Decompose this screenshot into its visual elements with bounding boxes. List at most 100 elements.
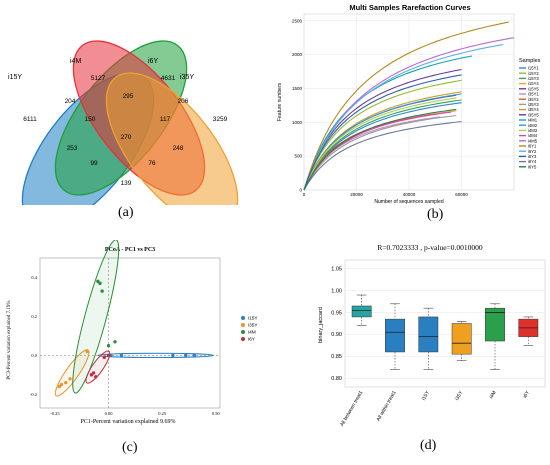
boxplot-xtick: All within treat1 <box>376 390 398 423</box>
boxplot-chart: R=0.7023333 , p-value=0.0010000 0.80 0.85… <box>318 243 546 428</box>
rarefaction-ytick: 2000 <box>292 52 303 57</box>
boxplot-ytick: 0.90 <box>331 332 342 338</box>
rarefaction-curve-i4M3 <box>303 97 457 191</box>
legend-swatch <box>241 323 245 327</box>
legend-entry: i6Y2 <box>528 149 537 154</box>
pcoa-point-i35Y <box>64 380 68 385</box>
venn-region-value: 5127 <box>91 75 106 82</box>
legend-entry: i35Y <box>248 323 258 329</box>
legend-swatch <box>241 337 245 341</box>
pcoa-title: PCoA - PC1 vs PC3 <box>105 247 155 253</box>
pcoa-point-i35Y <box>57 384 61 389</box>
legend-entry: i6Y3 <box>528 154 537 159</box>
venn-region-value: 76 <box>148 160 156 167</box>
rarefaction-xtick: 60000 <box>455 192 468 197</box>
venn-region-value: 204 <box>65 98 76 105</box>
legend-entry: i4M3 <box>528 128 538 133</box>
rarefaction-chart: Multi Samples Rarefaction Curves 0 500 100… <box>277 3 541 205</box>
pcoa-xtick: -0.25 <box>50 411 60 416</box>
venn-region-value: 270 <box>121 134 132 141</box>
pcoa-ellipse <box>54 349 90 397</box>
pcoa-point-i6Y <box>94 375 98 379</box>
venn-set-label: i4M <box>70 58 81 65</box>
legend-entry: i6Y4 <box>528 159 537 164</box>
pcoa-ytick: 0.2 <box>31 314 37 319</box>
pcoa-point-i4M <box>113 340 117 344</box>
rarefaction-legend-title: Samples <box>519 58 541 64</box>
pcoa-point-i4M <box>98 281 102 286</box>
legend-entry: i15Y3 <box>528 76 539 81</box>
rarefaction-ytick: 500 <box>294 154 302 159</box>
legend-swatch <box>241 330 245 334</box>
panel-label-d: (d) <box>420 438 437 453</box>
rarefaction-xtick: 20000 <box>350 192 363 197</box>
panel-label-a: (a) <box>118 205 134 220</box>
legend-entry: i4M5 <box>528 138 538 143</box>
pcoa-point-i4M <box>100 289 104 293</box>
venn-panel: i15Y i4M i6Y i35Y 6111 5127 4631 3259 204 295 206… <box>0 0 262 230</box>
pcoa-chart: PCoA - PC1 vs PC3 0.4 0.2 0.0 -0.2 -0.25 0.0… <box>7 239 258 425</box>
venn-region-value: 3259 <box>213 116 228 123</box>
venn-region-value: 6111 <box>23 116 37 123</box>
boxplot-xtick: i6Y <box>522 389 531 399</box>
venn-region-value: 248 <box>173 145 184 152</box>
rarefaction-ytick: 1500 <box>292 86 303 91</box>
rarefaction-xlabel: Number of sequences sampled <box>374 199 443 205</box>
pcoa-point-i35Y <box>85 349 89 354</box>
legend-entry: i6Y1 <box>528 144 537 149</box>
box-i15Y <box>418 316 439 353</box>
rarefaction-curve-i4M1 <box>303 55 473 191</box>
rarefaction-ytick: 1000 <box>292 120 303 125</box>
legend-entry: i15Y2 <box>528 71 539 76</box>
venn-region-value: 295 <box>123 93 134 100</box>
legend-swatch <box>241 316 245 320</box>
rarefaction-curve-i6Y1 <box>303 21 509 191</box>
boxplot-title: R=0.7023333 , p-value=0.0010000 <box>377 243 483 252</box>
box-i35Y <box>451 323 472 355</box>
rarefaction-xtick: 0 <box>303 192 306 197</box>
boxplot-ytick: 1.00 <box>331 288 342 294</box>
legend-entry: i6Y <box>248 337 256 343</box>
rarefaction-ytick: 2500 <box>292 18 303 23</box>
rarefaction-curve-i35Y3 <box>303 114 457 191</box>
venn-region-value: 139 <box>121 180 132 187</box>
legend-entry: i35Y4 <box>528 107 539 112</box>
legend-entry: i35Y3 <box>528 102 539 107</box>
legend-entry: i15Y1 <box>528 66 539 71</box>
box-All-between-treat1 <box>351 305 372 318</box>
pcoa-point-i6Y <box>89 373 94 377</box>
rarefaction-xtick: 40000 <box>403 192 416 197</box>
panel-label-b: (b) <box>427 207 444 222</box>
box-All-within-treat1 <box>385 318 405 353</box>
pcoa-ylabel: PC3-Percent variation explained 7.19% <box>7 300 12 379</box>
legend-entry: i6Y5 <box>528 164 537 169</box>
panel-label-c: (c) <box>122 440 138 455</box>
pcoa-ytick: 0.4 <box>31 275 37 280</box>
venn-region-value: 253 <box>67 145 78 152</box>
boxplot-ytick: 1.05 <box>331 267 342 273</box>
venn-set-label: i15Y <box>8 74 22 81</box>
venn-region-value: 206 <box>178 98 189 105</box>
pcoa-ytick: -0.2 <box>30 392 37 397</box>
legend-entry: i4M2 <box>528 123 538 128</box>
rarefaction-curve-i6Y2 <box>303 43 504 191</box>
legend-entry: i35Y5 <box>528 112 539 117</box>
rarefaction-curve-i6Y4 <box>303 121 462 191</box>
pcoa-xtick: 0.25 <box>158 411 167 416</box>
pcoa-point-i15Y <box>184 353 188 358</box>
pcoa-ytick: 0.0 <box>31 353 37 358</box>
pcoa-point-i6Y <box>102 355 106 360</box>
boxplot-ylabel: binary_jaccard <box>318 307 324 343</box>
legend-entry: i15Y <box>248 316 258 322</box>
pcoa-xlabel: PC1-Percent variation explained 9.69% <box>81 419 176 425</box>
boxplot-xtick: i4M <box>489 390 498 400</box>
boxplot-ytick: 0.85 <box>331 354 342 360</box>
rarefaction-curve-i6Y3 <box>303 74 462 191</box>
boxplot-xtick: i15Y <box>421 389 432 401</box>
boxplot-panel: R=0.7023333 , p-value=0.0010000 0.80 0.85… <box>300 235 550 465</box>
pcoa-ellipse <box>72 239 120 394</box>
venn-region-value: 4631 <box>161 75 176 82</box>
venn-diagram: i15Y i4M i6Y i35Y 6111 5127 4631 3259 204 295 206… <box>8 40 239 228</box>
pcoa-xtick: 0.00 <box>105 411 114 416</box>
legend-entry: i4M4 <box>528 133 538 138</box>
